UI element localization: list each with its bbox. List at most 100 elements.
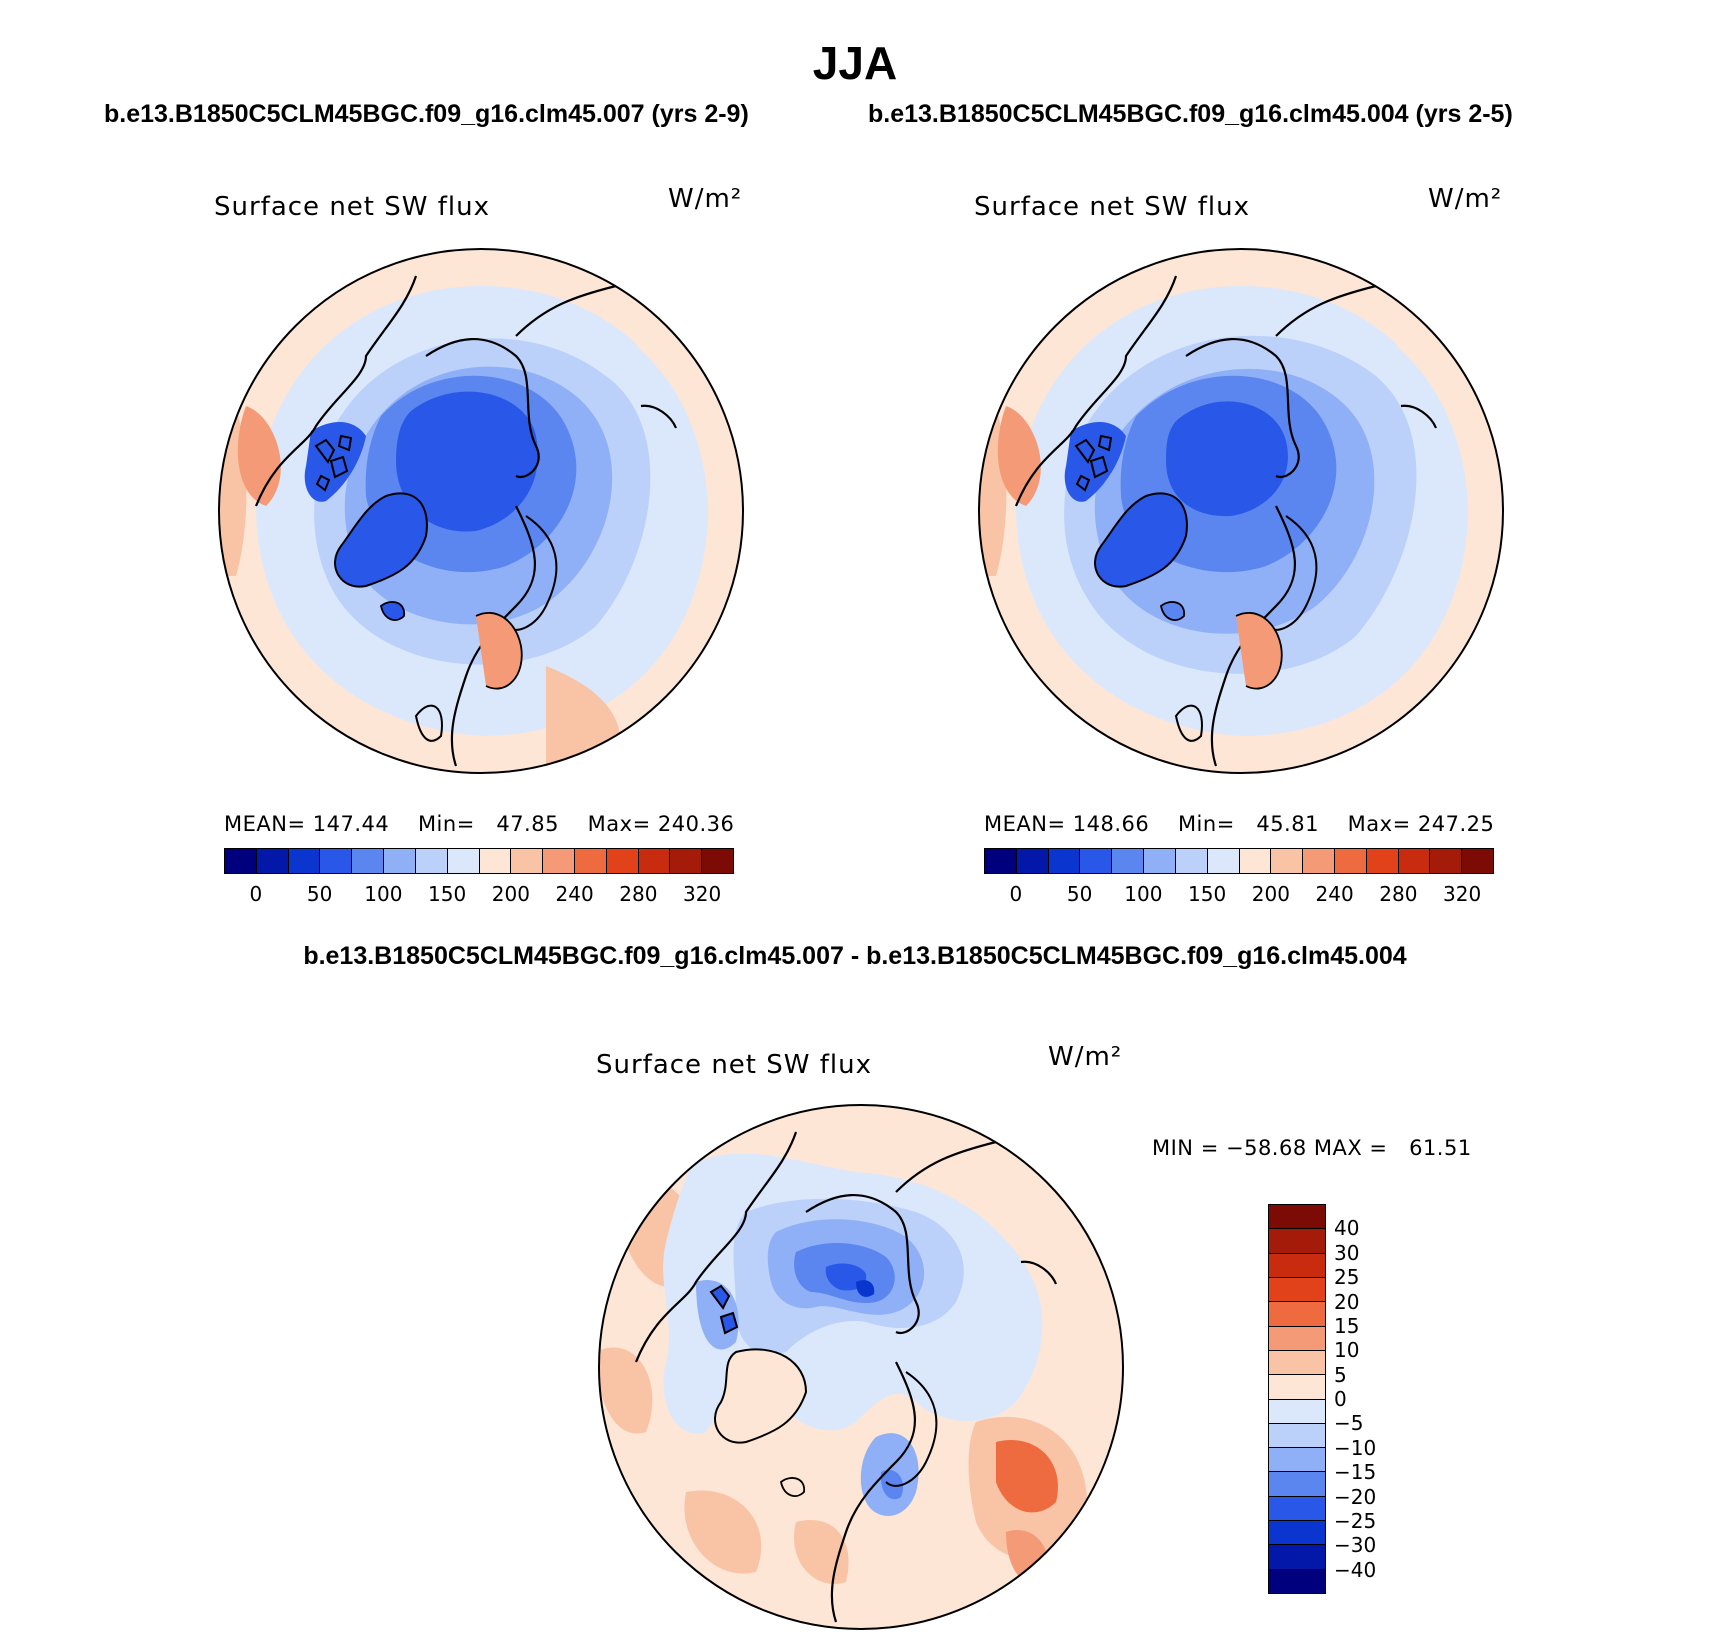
panel-b-variable-label: Surface net SW flux [974,192,1250,222]
panel-a-colorbar-tick-label: 0 [249,882,263,906]
panel-a-colorbar [224,848,734,874]
panel-b-max-value: 247.25 [1417,812,1495,836]
panel-b-polar-map [978,248,1504,774]
panel-b-colorbar-swatch [1334,849,1367,873]
panel-diff-max-label: MAX = [1313,1136,1388,1160]
panel-b-colorbar-swatch [1430,849,1463,873]
panel-diff-colorbar-tick-label: −5 [1334,1411,1364,1436]
panel-diff-colorbar-swatch [1269,1302,1325,1327]
panel-diff-colorbar-tick-label: 15 [1334,1313,1360,1338]
panel-b-colorbar-swatch [1239,849,1272,873]
panel-a-min-label: Min= [417,812,475,836]
panel-diff-colorbar-swatch [1269,1521,1325,1546]
panel-b-max-label: Max= [1347,812,1411,836]
panel-a-colorbar-swatch [511,849,544,873]
panel-diff-colorbar-swatch [1269,1205,1325,1230]
panel-b-stats: MEAN= 148.66 Min= 45.81 Max= 247.25 [984,812,1494,836]
panel-b-colorbar-tick-label: 50 [1066,882,1093,906]
panel-diff-colorbar-swatch [1269,1569,1325,1593]
panel-diff-colorbar-swatch [1269,1350,1325,1376]
panel-diff-colorbar-tick-label: −25 [1334,1508,1377,1533]
panel-diff-colorbar-tick-label: 30 [1334,1240,1360,1265]
panel-diff-max-value: 61.51 [1409,1136,1472,1160]
panel-diff-colorbar-swatch [1269,1472,1325,1497]
panel-diff-units: W/m² [1048,1042,1123,1072]
panel-b-colorbar-tick-label: 280 [1379,882,1418,906]
panel-diff-colorbar-tick-label: 40 [1334,1216,1360,1241]
panel-b-colorbar-swatch [1080,849,1113,873]
panel-a-colorbar-tick-label: 280 [619,882,658,906]
panel-diff-colorbar-tick-label: 20 [1334,1289,1360,1314]
panel-a-colorbar-swatch [447,849,480,873]
panel-a-max-value: 240.36 [657,812,735,836]
panel-b-colorbar-swatch [1398,849,1431,873]
panel-diff-colorbar-tick-label: −10 [1334,1435,1377,1460]
panel-b-colorbar-tick-label: 320 [1443,882,1482,906]
panel-diff-variable-label: Surface net SW flux [596,1050,872,1080]
panel-a-mean-label: MEAN= [224,812,306,836]
panel-b-colorbar-tick-label: 0 [1009,882,1023,906]
panel-a-mean-value: 147.44 [312,812,390,836]
panel-a-max-label: Max= [587,812,651,836]
panel-diff-min-label: MIN = [1152,1136,1219,1160]
panel-b-colorbar-ticks: 0 50 100 150 200 240 280 320 [984,882,1494,906]
panel-b-colorbar-swatch [1144,849,1176,873]
panel-diff-colorbar-tick-label: 5 [1334,1362,1347,1387]
panel-b-colorbar [984,848,1494,874]
panel-diff-colorbar-tick-label: −15 [1334,1460,1377,1485]
panel-diff-colorbar-tick-label: −40 [1334,1557,1377,1582]
panel-diff-colorbar-tick-label: 25 [1334,1265,1360,1290]
panel-diff-stats: MIN = −58.68 MAX = 61.51 [1152,1136,1472,1160]
panel-b-colorbar-swatch [1303,849,1335,873]
panel-a-colorbar-swatch [384,849,416,873]
panel-diff-colorbar-tick-label: 0 [1334,1387,1347,1411]
panel-a-colorbar-swatch [288,849,321,873]
panel-a-colorbar-swatch [415,849,448,873]
panel-diff-colorbar-swatch [1269,1326,1325,1351]
panel-diff-colorbar [1268,1204,1326,1594]
panel-b-colorbar-swatch [1175,849,1208,873]
case-a-title: b.e13.B1850C5CLM45BGC.f09_g16.clm45.007 … [104,100,749,128]
panel-b-colorbar-tick-label: 150 [1188,882,1227,906]
panel-a-colorbar-tick-label: 320 [683,882,722,906]
panel-a-colorbar-swatch [225,849,257,873]
panel-diff-colorbar-tick-label: −30 [1334,1533,1377,1558]
panel-a-stats: MEAN= 147.44 Min= 47.85 Max= 240.36 [224,812,734,836]
panel-b-mean-value: 148.66 [1072,812,1150,836]
panel-b-colorbar-tick-label: 100 [1124,882,1163,906]
panel-b-colorbar-swatch [1462,849,1493,873]
panel-diff-min-value: −58.68 [1225,1136,1307,1160]
panel-diff-colorbar-swatch [1269,1399,1325,1424]
panel-a-polar-map [218,248,744,774]
panel-a-colorbar-swatch [638,849,671,873]
panel-b-colorbar-tick-label: 200 [1251,882,1290,906]
panel-b-colorbar-swatch [985,849,1017,873]
panel-diff-colorbar-ticks: 40 30 25 20 15 10 5 0 −5 −10 −15 −20 −25 −30 −40 [1334,1204,1404,1594]
panel-b-colorbar-tick-label: 240 [1315,882,1354,906]
panel-b-min-value: 45.81 [1256,812,1319,836]
panel-diff-colorbar-swatch [1269,1253,1325,1278]
panel-a-colorbar-swatch [256,849,289,873]
panel-a-colorbar-swatch [479,849,512,873]
panel-a-colorbar-swatch [702,849,733,873]
panel-b-mean-label: MEAN= [984,812,1066,836]
panel-a-colorbar-swatch [352,849,385,873]
panel-a-min-value: 47.85 [496,812,559,836]
panel-a-colorbar-tick-label: 50 [306,882,333,906]
panel-diff-colorbar-tick-label: −20 [1334,1484,1377,1509]
panel-b-colorbar-swatch [1207,849,1240,873]
panel-b-colorbar-swatch [1271,849,1304,873]
panel-a-colorbar-swatch [670,849,703,873]
panel-a-colorbar-swatch [543,849,575,873]
panel-a-variable-label: Surface net SW flux [214,192,490,222]
panel-diff-colorbar-tick-label: 10 [1334,1338,1360,1363]
case-b-title: b.e13.B1850C5CLM45BGC.f09_g16.clm45.004 … [868,100,1513,128]
panel-b-colorbar-swatch [1016,849,1049,873]
panel-diff-colorbar-swatch [1269,1545,1325,1570]
panel-a-colorbar-swatch [320,849,353,873]
panel-a-colorbar-swatch [574,849,607,873]
panel-b-colorbar-swatch [1112,849,1145,873]
panel-diff-colorbar-swatch [1269,1423,1325,1449]
panel-a-colorbar-tick-label: 200 [491,882,530,906]
panel-b-colorbar-swatch [1366,849,1399,873]
